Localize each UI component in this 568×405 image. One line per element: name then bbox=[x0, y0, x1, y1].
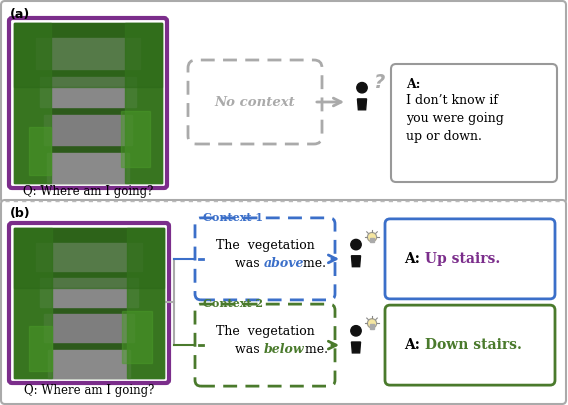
Circle shape bbox=[351, 326, 361, 336]
Text: was: was bbox=[235, 342, 264, 355]
Text: Q: Where am I going?: Q: Where am I going? bbox=[24, 384, 154, 396]
Text: Up stairs.: Up stairs. bbox=[420, 251, 500, 265]
FancyBboxPatch shape bbox=[195, 305, 335, 386]
Text: above: above bbox=[264, 256, 304, 269]
Text: A:: A: bbox=[404, 251, 420, 265]
Bar bbox=[14, 228, 164, 378]
Bar bbox=[127, 228, 164, 378]
Circle shape bbox=[357, 83, 367, 94]
Text: A:: A: bbox=[406, 78, 420, 91]
Circle shape bbox=[367, 233, 377, 242]
Text: Q: Where am I going?: Q: Where am I going? bbox=[23, 185, 153, 198]
Bar bbox=[29, 326, 52, 371]
Bar bbox=[48, 350, 130, 378]
Bar bbox=[122, 311, 152, 363]
Bar bbox=[29, 128, 51, 175]
Text: below: below bbox=[264, 342, 304, 355]
Bar bbox=[370, 324, 374, 329]
Bar bbox=[40, 279, 138, 307]
Text: was: was bbox=[235, 256, 264, 269]
Bar bbox=[14, 24, 51, 183]
Text: The  vegetation: The vegetation bbox=[216, 324, 314, 337]
Bar bbox=[36, 243, 141, 271]
Bar bbox=[14, 228, 52, 378]
Text: me.: me. bbox=[301, 342, 328, 355]
Text: (b): (b) bbox=[10, 207, 31, 220]
FancyBboxPatch shape bbox=[385, 305, 555, 385]
FancyBboxPatch shape bbox=[188, 61, 322, 145]
Text: Context 2: Context 2 bbox=[203, 297, 263, 308]
FancyBboxPatch shape bbox=[1, 200, 566, 404]
Bar bbox=[47, 153, 129, 183]
Bar bbox=[44, 115, 132, 145]
FancyBboxPatch shape bbox=[9, 19, 167, 189]
Bar bbox=[370, 238, 374, 243]
Text: you were going: you were going bbox=[406, 112, 504, 125]
Polygon shape bbox=[357, 100, 366, 111]
FancyBboxPatch shape bbox=[1, 2, 566, 203]
FancyBboxPatch shape bbox=[9, 224, 169, 383]
Bar bbox=[14, 24, 162, 183]
Text: Context 1: Context 1 bbox=[203, 211, 263, 222]
Polygon shape bbox=[352, 256, 361, 267]
Bar bbox=[14, 24, 162, 88]
Bar bbox=[36, 39, 140, 70]
Text: Down stairs.: Down stairs. bbox=[420, 337, 522, 351]
Text: ?: ? bbox=[374, 73, 386, 92]
FancyBboxPatch shape bbox=[385, 220, 555, 299]
Bar bbox=[125, 24, 162, 183]
Text: (a): (a) bbox=[10, 8, 30, 21]
Text: me.: me. bbox=[299, 256, 326, 269]
Text: The  vegetation: The vegetation bbox=[216, 238, 314, 251]
Text: up or down.: up or down. bbox=[406, 130, 482, 143]
FancyBboxPatch shape bbox=[391, 65, 557, 183]
Bar bbox=[44, 314, 134, 343]
Bar bbox=[120, 112, 150, 168]
Bar bbox=[14, 228, 164, 288]
FancyBboxPatch shape bbox=[195, 218, 335, 300]
Bar bbox=[40, 77, 136, 108]
Text: No context: No context bbox=[215, 96, 295, 109]
Polygon shape bbox=[352, 342, 361, 353]
Circle shape bbox=[367, 319, 377, 328]
Text: I don’t know if: I don’t know if bbox=[406, 94, 498, 107]
Circle shape bbox=[351, 240, 361, 250]
Text: A:: A: bbox=[404, 337, 420, 351]
